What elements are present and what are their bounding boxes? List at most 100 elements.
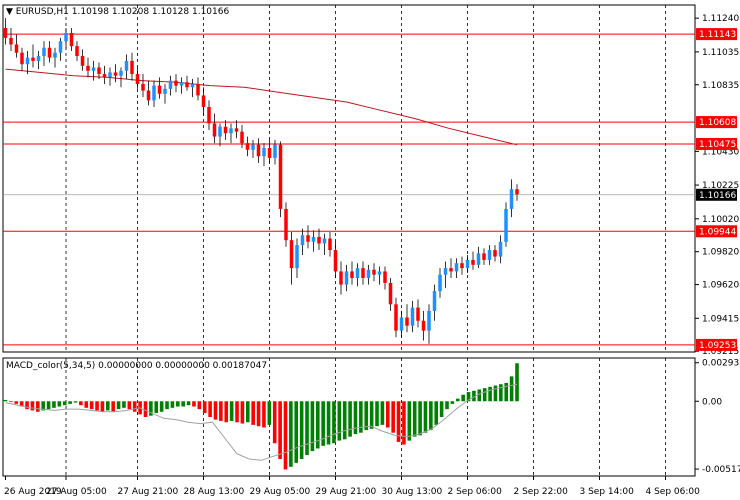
- macd-bar: [106, 401, 110, 411]
- macd-bar: [504, 382, 509, 402]
- candle-body: [295, 245, 299, 269]
- time-tick-label: 29 Aug 21:00: [316, 487, 377, 497]
- candle-body: [515, 189, 519, 195]
- macd-bar: [186, 401, 191, 406]
- macd-bar: [149, 401, 153, 416]
- macd-bar: [224, 401, 229, 423]
- macd-bar: [407, 401, 412, 441]
- candle-body: [201, 95, 206, 107]
- macd-bar: [380, 401, 385, 425]
- candle-body: [383, 271, 387, 283]
- y-tick-label: 1.10835: [702, 81, 739, 91]
- candle-body: [366, 269, 371, 278]
- macd-bar: [19, 401, 24, 407]
- candle-body: [416, 307, 420, 321]
- candle-body: [476, 253, 481, 265]
- macd-bar: [493, 385, 498, 402]
- candle-body: [432, 291, 437, 311]
- macd-bar: [375, 401, 379, 427]
- macd-bar: [310, 401, 315, 452]
- candle-body: [141, 83, 145, 91]
- current-price-label: 1.10166: [699, 191, 736, 201]
- candle-body: [130, 60, 134, 75]
- time-tick-label: 26 Aug 2019: [4, 487, 62, 497]
- candle-body: [273, 144, 277, 158]
- time-tick-label: 2 Sep 06:00: [448, 487, 503, 497]
- candle-body: [372, 269, 376, 275]
- candle-body: [75, 46, 79, 56]
- candle-body: [405, 317, 409, 326]
- candle-body: [504, 208, 508, 242]
- macd-bar: [418, 401, 422, 436]
- candle-body: [234, 128, 239, 132]
- macd-bar: [3, 399, 8, 402]
- y-tick-label: 1.11035: [702, 48, 739, 58]
- candle-body: [350, 271, 354, 278]
- candle-body: [163, 88, 167, 94]
- candle-body: [278, 144, 283, 209]
- level-label-bg: [696, 116, 737, 129]
- candle-body: [119, 70, 123, 76]
- macd-bar: [455, 398, 460, 402]
- macd-bar: [89, 401, 94, 410]
- candle-body: [174, 80, 178, 86]
- macd-bar: [472, 390, 476, 402]
- candle-body: [427, 310, 431, 331]
- candle-body: [190, 83, 195, 88]
- time-tick-label: 29 Aug 05:00: [250, 487, 311, 497]
- macd-signal-line: [5, 383, 518, 461]
- candle-body: [300, 235, 305, 246]
- candle-body: [333, 250, 338, 272]
- candle-body: [157, 85, 162, 94]
- candle-body: [460, 263, 464, 269]
- macd-bar: [245, 401, 250, 423]
- macd-bar: [9, 401, 13, 403]
- macd-bar: [423, 401, 428, 433]
- y-tick-label: 1.09415: [702, 314, 739, 324]
- macd-bar: [450, 401, 455, 404]
- candle-body: [36, 55, 41, 61]
- time-tick-label: 3 Sep 14:00: [580, 487, 635, 497]
- macd-bar: [62, 401, 67, 406]
- candle-body: [196, 83, 200, 96]
- time-tick-label: 28 Aug 13:00: [184, 487, 245, 497]
- macd-bar: [348, 401, 352, 437]
- level-label: 1.10475: [699, 140, 736, 150]
- candle-body: [146, 90, 151, 101]
- candle-body: [443, 268, 448, 275]
- y-tick-label: 1.11240: [702, 14, 739, 24]
- time-tick-label: 30 Aug 13:00: [382, 487, 443, 497]
- candle-body: [207, 106, 211, 124]
- current-price-label-bg: [696, 188, 737, 201]
- candle-body: [152, 85, 156, 101]
- macd-bar: [477, 389, 482, 402]
- candle-body: [69, 32, 74, 47]
- macd-bar: [299, 401, 304, 459]
- macd-y-tick-label: 0.0029388: [702, 359, 740, 369]
- macd-bar: [25, 401, 29, 410]
- macd-y-tick-label: 0.00: [702, 397, 722, 407]
- candle-body: [344, 271, 349, 285]
- macd-bar: [127, 401, 132, 410]
- macd-bar: [192, 401, 196, 407]
- candle-body: [185, 82, 189, 88]
- macd-bar: [240, 401, 245, 424]
- macd-bar: [41, 401, 45, 411]
- macd-bar: [294, 401, 299, 463]
- candle-body: [388, 282, 393, 305]
- macd-y-tick-label: -0.005171: [702, 465, 740, 475]
- candle-body: [438, 274, 442, 292]
- level-label: 1.10608: [699, 118, 736, 128]
- macd-bar: [267, 401, 272, 425]
- macd-bar: [326, 401, 331, 445]
- candle-body: [108, 72, 112, 78]
- macd-bar: [111, 401, 115, 412]
- level-label: 1.09253: [699, 341, 736, 351]
- candle-body: [47, 47, 52, 58]
- macd-bar: [122, 401, 126, 408]
- y-tick-label: 1.09820: [702, 248, 739, 258]
- macd-bar: [402, 401, 406, 445]
- macd-bar: [482, 388, 487, 402]
- y-tick-label: 1.10225: [702, 181, 739, 191]
- candle-body: [223, 126, 228, 134]
